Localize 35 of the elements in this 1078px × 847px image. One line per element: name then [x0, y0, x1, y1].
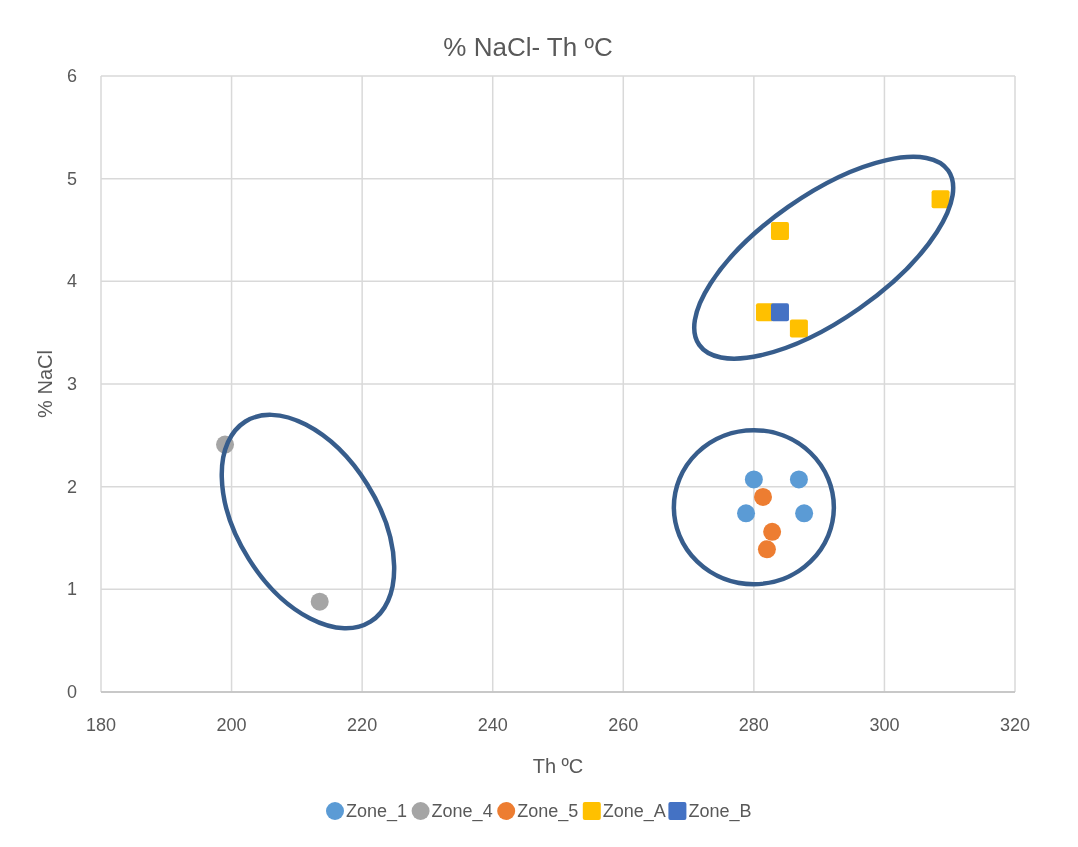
y-tick-label: 5 [66, 168, 77, 189]
x-tick-label: 260 [608, 715, 639, 735]
legend-label: Zone_B [688, 801, 752, 822]
point [931, 190, 950, 209]
legend-label: Zone_1 [346, 801, 408, 822]
point [789, 470, 808, 489]
x-tick-label: 200 [216, 715, 247, 735]
y-tick-label: 4 [66, 271, 77, 292]
y-tick-label: 1 [66, 579, 77, 600]
y-axis-title: % NaCl [34, 350, 56, 418]
y-tick-label: 2 [66, 476, 77, 497]
legend-label: Zone_A [602, 801, 666, 822]
point [754, 487, 772, 506]
point [795, 504, 814, 523]
x-tick-label: 280 [738, 715, 769, 735]
point [310, 592, 329, 611]
point [744, 470, 763, 489]
y-tick-label: 6 [66, 66, 77, 86]
legend-label: Zone_4 [431, 801, 493, 822]
y-tick-label: 3 [66, 374, 77, 394]
x-tick-label: 300 [869, 715, 900, 735]
point [789, 319, 808, 338]
x-tick-label: 320 [999, 715, 1031, 735]
x-axis-title: Th ºC [532, 755, 584, 777]
point [737, 504, 756, 523]
point [757, 540, 776, 559]
chart-title: % NaCl- Th ºC [443, 32, 613, 62]
x-tick-label: 240 [477, 715, 508, 735]
x-tick-label: 180 [85, 715, 117, 735]
point [770, 303, 789, 322]
y-tick-label: 0 [66, 682, 77, 702]
legend-label: Zone_5 [517, 801, 579, 822]
point [770, 222, 789, 241]
x-tick-label: 220 [347, 715, 378, 735]
point [763, 522, 782, 541]
